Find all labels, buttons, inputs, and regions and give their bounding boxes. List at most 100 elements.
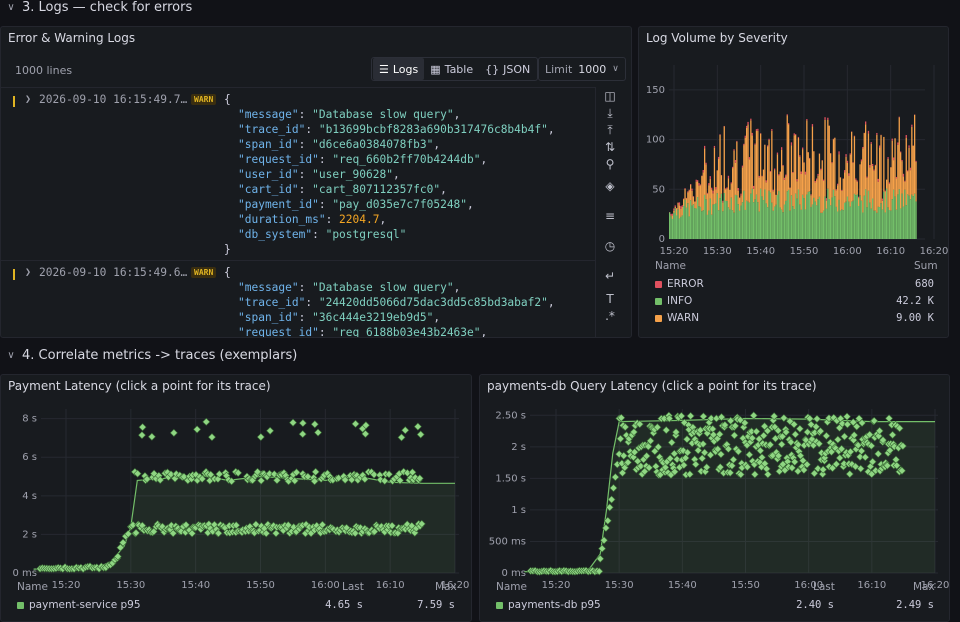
legend-item-info[interactable]: INFO bbox=[655, 295, 692, 307]
bar-warn bbox=[809, 158, 811, 192]
text-icon[interactable]: T bbox=[606, 292, 614, 306]
clock-icon[interactable]: ◷ bbox=[604, 239, 616, 253]
bar-warn bbox=[883, 136, 885, 192]
sort-icon[interactable]: ⇅ bbox=[604, 140, 616, 154]
bar-error bbox=[754, 143, 756, 145]
section-header-logs[interactable]: ∨ 3. Logs — check for errors bbox=[0, 0, 960, 18]
limit-label: Limit bbox=[545, 62, 573, 76]
bar-warn bbox=[785, 176, 787, 201]
exemplar-point bbox=[667, 438, 676, 447]
wrap-lines-icon[interactable]: ↵ bbox=[604, 269, 616, 283]
view-table-button[interactable]: ▦ Table bbox=[430, 62, 474, 76]
exemplar-point bbox=[215, 470, 224, 479]
exemplar-point bbox=[232, 521, 241, 530]
legend-item-payment-service[interactable]: payment-service p95 bbox=[17, 599, 141, 611]
layers-icon[interactable]: ◈ bbox=[605, 179, 615, 193]
chevron-down-icon: ∨ bbox=[612, 64, 619, 74]
search-icon[interactable]: ⚲ bbox=[605, 157, 615, 171]
bar-info bbox=[788, 189, 790, 239]
payment-latency-chart[interactable]: 0 ms 2 s 4 s 6 s 8 s 15:20 15:30 15:40 15:50 16:0… bbox=[1, 401, 472, 601]
view-json-button[interactable]: {} JSON bbox=[485, 62, 531, 76]
bar-warn bbox=[858, 198, 860, 206]
exemplar-point bbox=[361, 421, 370, 430]
exemplar-point bbox=[685, 470, 694, 479]
bar-info bbox=[884, 212, 886, 239]
bar-error bbox=[873, 169, 875, 171]
bar-info bbox=[716, 193, 718, 239]
json-open-brace: { bbox=[224, 93, 231, 106]
exemplar-point bbox=[298, 419, 307, 428]
exemplar-point bbox=[188, 529, 197, 538]
bar-info bbox=[746, 200, 748, 239]
bar-info bbox=[729, 209, 731, 239]
chevron-right-icon[interactable]: ❯ bbox=[25, 267, 32, 278]
exemplar-point bbox=[774, 451, 783, 460]
bar-warn bbox=[821, 160, 823, 213]
bar-info bbox=[708, 210, 710, 239]
bar-error bbox=[743, 143, 745, 146]
exemplar-point bbox=[716, 463, 725, 472]
bar-warn bbox=[813, 151, 815, 198]
bar-error bbox=[748, 157, 751, 160]
bar-warn bbox=[842, 178, 844, 211]
bar-info bbox=[827, 188, 829, 239]
exemplar-point bbox=[380, 476, 389, 485]
bar-warn bbox=[781, 149, 783, 210]
chevron-right-icon[interactable]: ❯ bbox=[25, 94, 32, 105]
collapse-sidebar-icon[interactable]: ◫ bbox=[604, 89, 616, 103]
chevron-down-icon[interactable]: ∨ bbox=[7, 349, 15, 361]
bar-warn bbox=[762, 169, 765, 201]
exemplar-point bbox=[835, 453, 844, 462]
bar-info bbox=[774, 206, 776, 239]
db-latency-chart[interactable]: 0 ms 500 ms 1 s 1.50 s 2 s 2.50 s 15:20 15:30 15… bbox=[480, 401, 950, 601]
bar-warn bbox=[670, 215, 672, 217]
bar-warn bbox=[739, 198, 741, 211]
bar-info bbox=[837, 211, 839, 239]
legend-item-error[interactable]: ERROR bbox=[655, 278, 704, 290]
bar-warn bbox=[725, 189, 727, 201]
legend-item-payments-db[interactable]: payments-db p95 bbox=[496, 599, 601, 611]
x-tick-label: 16:20 bbox=[441, 580, 470, 591]
regex-icon[interactable]: .* bbox=[605, 309, 615, 323]
json-field: "payment_id": "pay_d035e7c7f05248", bbox=[238, 198, 474, 211]
bar-warn bbox=[774, 170, 776, 207]
scroll-top-icon[interactable]: ⤒ bbox=[607, 123, 613, 137]
chevron-down-icon[interactable]: ∨ bbox=[7, 1, 15, 13]
bar-error bbox=[688, 189, 690, 191]
exemplar-point bbox=[813, 414, 821, 423]
bar-info bbox=[807, 191, 809, 239]
exemplar-point bbox=[290, 476, 299, 485]
bar-warn bbox=[729, 189, 731, 210]
exemplar-point bbox=[396, 476, 404, 485]
bar-error bbox=[739, 197, 741, 199]
bar-info bbox=[778, 190, 780, 239]
download-icon[interactable]: ⤓ bbox=[607, 106, 613, 120]
exemplar-point bbox=[666, 454, 675, 463]
section-header-correlate[interactable]: ∨ 4. Correlate metrics -> traces (exempl… bbox=[0, 344, 960, 366]
bar-info bbox=[726, 201, 728, 239]
bar-info bbox=[697, 197, 699, 239]
legend-item-warn[interactable]: WARN bbox=[655, 312, 699, 324]
y-tick-label: 2 s bbox=[511, 442, 526, 453]
exemplar-point bbox=[351, 419, 360, 428]
bar-info bbox=[739, 210, 741, 239]
bar-info bbox=[741, 202, 744, 239]
log-volume-chart[interactable]: 0 50 100 150 15:20 15:30 15:40 15:50 16:00 16:10 1… bbox=[639, 57, 949, 297]
bar-error bbox=[872, 163, 874, 166]
bar-warn bbox=[720, 175, 723, 194]
bar-error bbox=[786, 114, 788, 116]
filter-icon[interactable]: ≡ bbox=[604, 209, 616, 223]
exemplar-point bbox=[119, 538, 128, 547]
legend-header-last: Last bbox=[342, 581, 364, 593]
log-list[interactable]: ❯ 2026-09-10 16:15:49.7… WARN{"message": "… bbox=[1, 87, 595, 337]
bar-warn bbox=[767, 146, 769, 208]
panel-title: Error & Warning Logs bbox=[8, 31, 136, 45]
log-level-badge: WARN bbox=[191, 267, 217, 278]
limit-select[interactable]: Limit 1000 ∨ bbox=[538, 57, 626, 81]
bar-info bbox=[893, 189, 895, 239]
view-logs-button[interactable]: ☰ Logs bbox=[373, 58, 425, 80]
exemplar-point bbox=[774, 426, 783, 435]
exemplar-point bbox=[351, 529, 360, 538]
bar-info bbox=[795, 193, 797, 239]
bar-warn bbox=[851, 131, 853, 202]
